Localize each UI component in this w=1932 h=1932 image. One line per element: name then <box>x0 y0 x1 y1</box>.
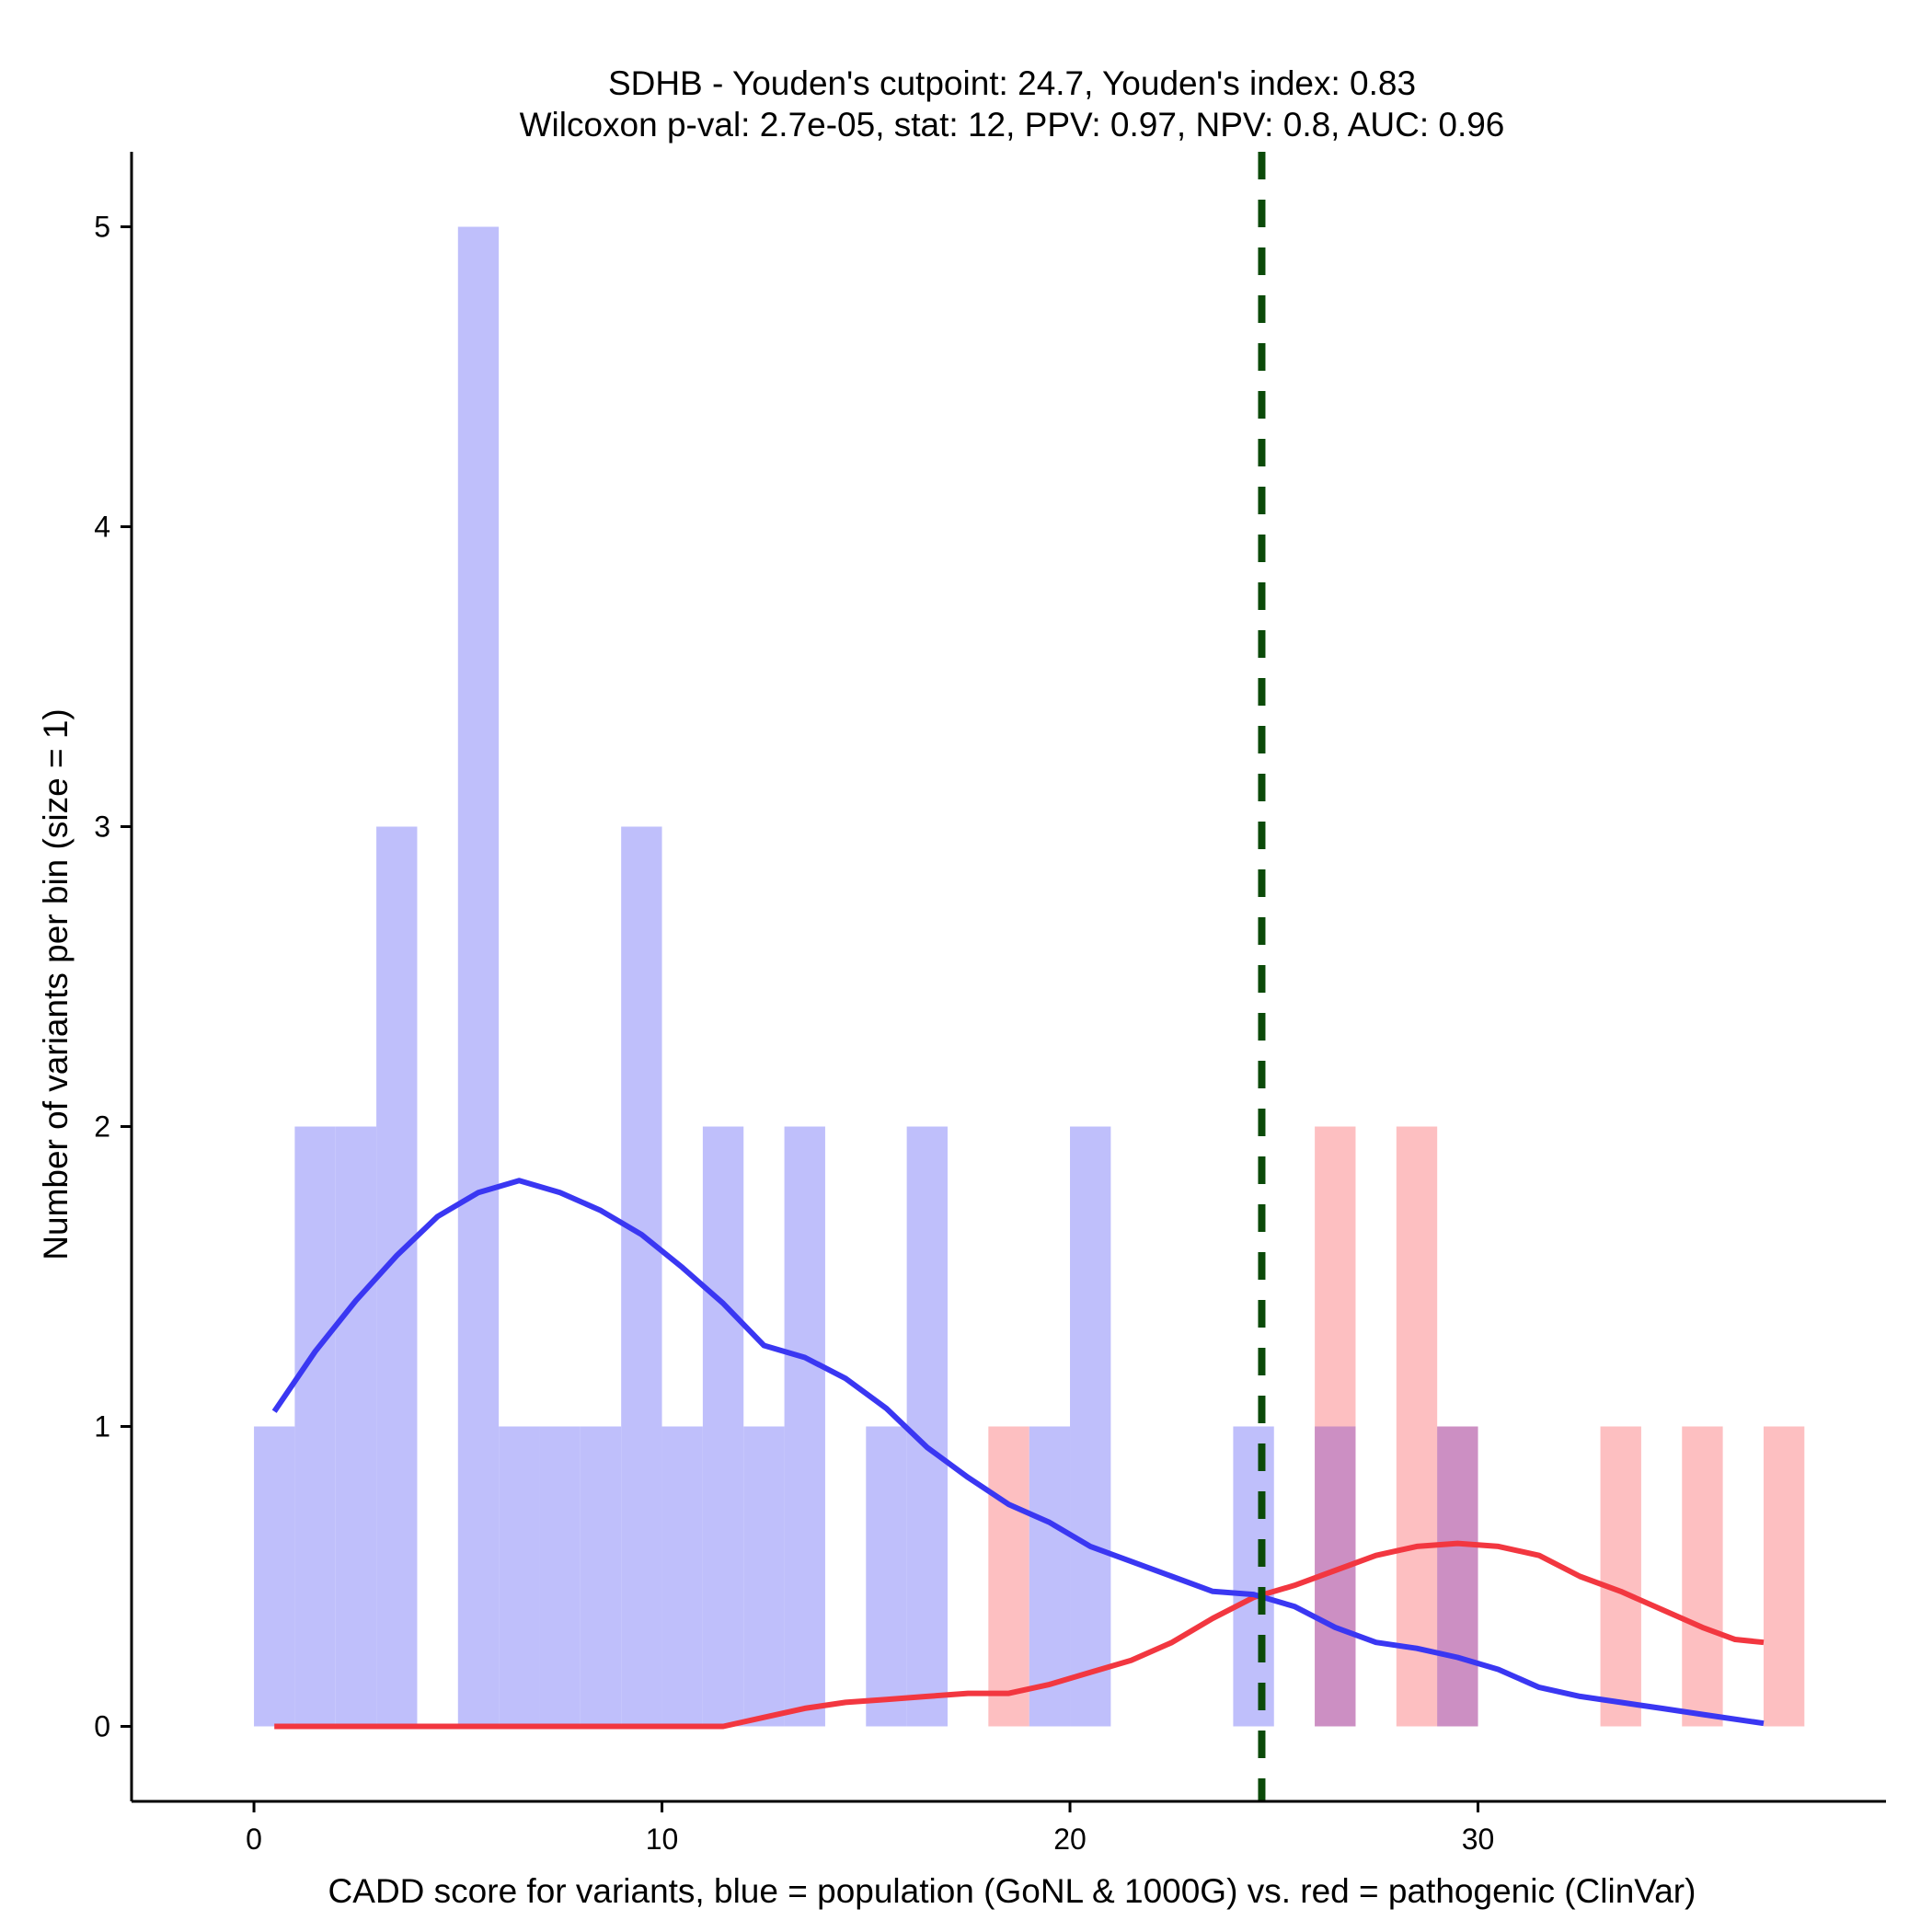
population-bar <box>539 1426 581 1727</box>
y-tick-label: 0 <box>94 1710 110 1743</box>
population-bars <box>254 226 1478 1727</box>
pathogenic-bar <box>1396 1126 1438 1727</box>
population-bar <box>580 1426 622 1727</box>
chart-title: SDHB - Youden's cutpoint: 24.7, Youden's… <box>520 64 1505 144</box>
y-axis-ticks: 0 1 2 3 4 5 <box>94 211 132 1743</box>
axes: 0 10 20 30 0 1 2 3 4 5 <box>94 152 1886 1856</box>
population-bar <box>376 826 418 1727</box>
y-axis-label: Number of variants per bin (size = 1) <box>37 708 75 1259</box>
population-bar <box>457 226 500 1727</box>
pathogenic-bar <box>1682 1426 1723 1727</box>
pathogenic-bar <box>1763 1426 1805 1727</box>
x-axis-label: CADD score for variants, blue = populati… <box>328 1872 1696 1910</box>
x-tick-label: 30 <box>1462 1823 1495 1856</box>
y-tick-label: 4 <box>94 511 110 544</box>
population-bar <box>702 1126 744 1727</box>
population-bar <box>1070 1126 1111 1727</box>
chart-title-line-1: SDHB - Youden's cutpoint: 24.7, Youden's… <box>608 64 1416 102</box>
population-density-line <box>271 1178 1765 1727</box>
population-bar <box>906 1126 948 1727</box>
population-bar <box>1029 1426 1071 1727</box>
y-tick-label: 5 <box>94 211 110 244</box>
pathogenic-bar <box>1600 1426 1641 1727</box>
density-lines <box>271 152 1765 1801</box>
x-tick-label: 0 <box>246 1823 262 1856</box>
pathogenic-density-line <box>274 1540 1765 1730</box>
population-bar <box>743 1426 785 1727</box>
x-tick-label: 10 <box>646 1823 679 1856</box>
population-bar <box>1233 1426 1274 1727</box>
population-bar <box>335 1126 377 1727</box>
pathogenic-bar <box>988 1426 1029 1727</box>
population-bar <box>499 1426 540 1727</box>
population-bar <box>866 1426 907 1727</box>
x-axis-ticks: 0 10 20 30 <box>246 1801 1494 1856</box>
population-bar <box>294 1126 336 1727</box>
population-bar <box>621 826 662 1727</box>
population-bar <box>254 1426 295 1727</box>
x-tick-label: 20 <box>1053 1823 1087 1856</box>
y-tick-label: 3 <box>94 811 110 844</box>
chart-title-line-2: Wilcoxon p-val: 2.7e-05, stat: 12, PPV: … <box>520 106 1505 144</box>
overlap-bar <box>1437 1426 1478 1727</box>
population-bar <box>661 1426 703 1727</box>
y-tick-label: 1 <box>94 1410 110 1443</box>
population-bar <box>784 1126 825 1727</box>
y-tick-label: 2 <box>94 1110 110 1144</box>
